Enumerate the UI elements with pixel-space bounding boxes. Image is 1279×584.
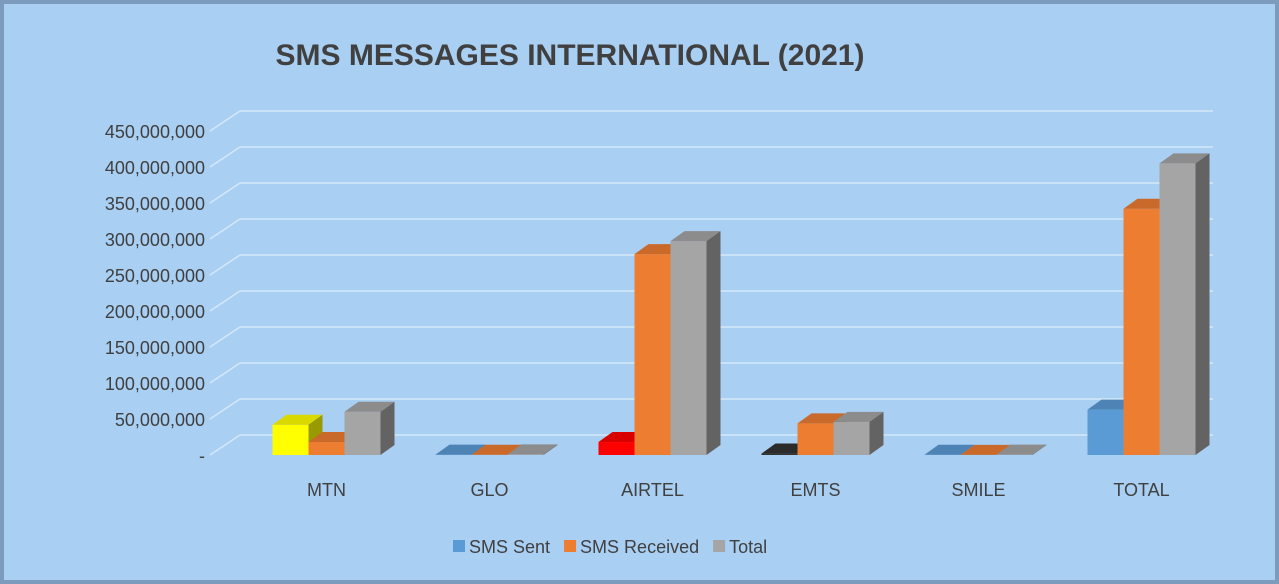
legend-swatch	[453, 540, 465, 552]
grid-line	[209, 326, 241, 348]
bar	[634, 254, 671, 455]
chart-title: SMS MESSAGES INTERNATIONAL (2021)	[276, 39, 865, 72]
y-tick-label: 400,000,000	[105, 158, 205, 178]
bar	[1159, 163, 1196, 455]
bar-top	[1159, 153, 1210, 164]
legend-label: Total	[729, 537, 767, 557]
legend-swatch	[713, 540, 726, 552]
bar-top	[833, 411, 884, 422]
x-tick-label: EMTS	[790, 480, 840, 500]
y-tick-label: 100,000,000	[105, 374, 205, 394]
bar	[308, 442, 345, 455]
bar-side	[543, 444, 558, 455]
bar-side	[1195, 153, 1210, 455]
grid-line	[209, 362, 241, 384]
legend-label: SMS Sent	[469, 537, 550, 557]
grid-line	[209, 290, 241, 312]
bar	[761, 453, 798, 455]
x-tick-label: MTN	[307, 480, 346, 500]
bar	[797, 423, 834, 455]
bar-top	[507, 444, 558, 455]
bar-top	[272, 414, 323, 425]
bar-top	[960, 444, 1011, 455]
x-tick-label: AIRTEL	[621, 480, 684, 500]
y-tick-label: 250,000,000	[105, 266, 205, 286]
y-tick-label: 300,000,000	[105, 230, 205, 250]
bar	[670, 241, 707, 455]
bar-side	[869, 411, 884, 455]
grid-line	[209, 146, 241, 168]
grid-line	[209, 110, 241, 132]
bar	[1087, 409, 1124, 455]
legend-label: SMS Received	[580, 537, 699, 557]
bar-top	[996, 444, 1047, 455]
y-tick-label: 450,000,000	[105, 122, 205, 142]
bar	[598, 442, 635, 455]
bar	[344, 411, 381, 455]
y-tick-label: 150,000,000	[105, 338, 205, 358]
bar	[272, 424, 309, 455]
y-tick-label: 50,000,000	[115, 410, 205, 430]
grid-line	[209, 398, 241, 420]
bar	[1123, 208, 1160, 455]
grid-line	[209, 434, 241, 456]
grid-line	[209, 182, 241, 204]
bar-side	[1032, 444, 1047, 455]
bar-top	[670, 231, 721, 242]
x-tick-label: TOTAL	[1113, 480, 1169, 500]
y-tick-label: 350,000,000	[105, 194, 205, 214]
y-tick-label: -	[199, 446, 205, 466]
grid-line	[209, 254, 241, 276]
x-tick-label: SMILE	[951, 480, 1005, 500]
bar	[833, 421, 870, 455]
grid-line	[209, 218, 241, 240]
bar-top	[924, 444, 975, 455]
bar-side	[380, 401, 395, 455]
bar-side	[706, 231, 721, 455]
bar	[507, 454, 544, 455]
legend-swatch	[564, 540, 577, 552]
y-tick-label: 200,000,000	[105, 302, 205, 322]
x-tick-label: GLO	[470, 480, 508, 500]
bar-top	[435, 444, 486, 455]
bar-top	[344, 401, 395, 412]
bar-top	[471, 444, 522, 455]
